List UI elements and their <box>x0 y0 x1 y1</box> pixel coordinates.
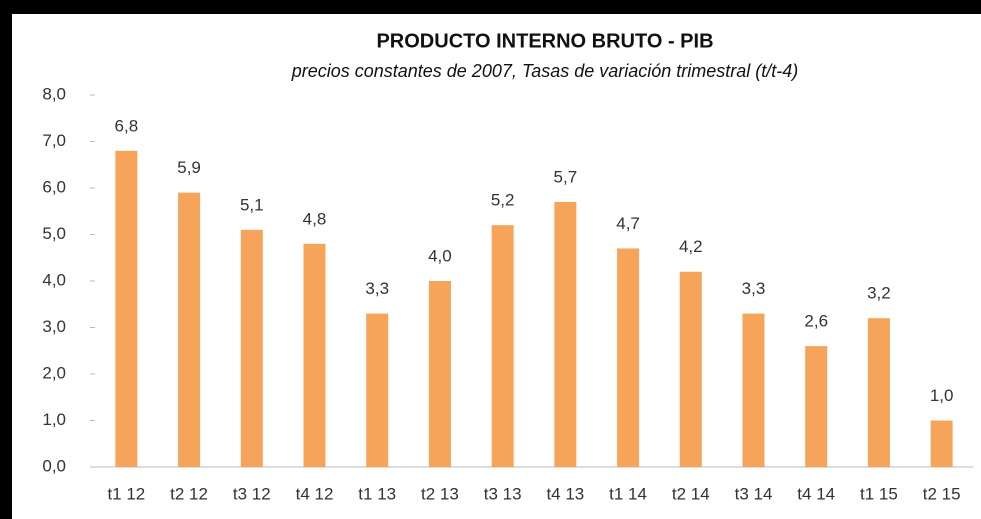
bar <box>930 420 953 467</box>
bar <box>742 313 765 467</box>
x-tick-label: t1 13 <box>358 484 396 503</box>
data-label: 6,8 <box>115 116 139 135</box>
y-tick-label: 8,0 <box>42 84 66 103</box>
y-tick-label: 2,0 <box>42 363 66 382</box>
x-tick-label: t3 12 <box>233 484 271 503</box>
bar <box>428 281 451 467</box>
y-tick-label: 0,0 <box>42 456 66 475</box>
bar <box>303 243 326 467</box>
x-tick-label: t2 13 <box>421 484 459 503</box>
x-tick-label: t4 13 <box>546 484 584 503</box>
data-label: 3,3 <box>742 279 766 298</box>
x-tick-label: t1 14 <box>609 484 647 503</box>
bar <box>867 318 890 467</box>
chart-subtitle: precios constantes de 2007, Tasas de var… <box>291 61 799 81</box>
chart-title: PRODUCTO INTERNO BRUTO - PIB <box>376 30 713 52</box>
x-tick-label: t3 13 <box>484 484 522 503</box>
data-label: 3,3 <box>365 279 389 298</box>
data-label: 1,0 <box>930 386 954 405</box>
bar <box>240 229 263 467</box>
data-label: 5,1 <box>240 195 264 214</box>
y-tick-label: 6,0 <box>42 177 66 196</box>
data-label: 4,0 <box>428 246 452 265</box>
data-label: 5,9 <box>177 158 201 177</box>
data-label: 4,2 <box>679 237 703 256</box>
x-tick-label: t2 12 <box>170 484 208 503</box>
bar <box>554 201 577 467</box>
data-label: 3,2 <box>867 284 891 303</box>
x-tick-label: t3 14 <box>735 484 773 503</box>
bar <box>366 313 389 467</box>
data-label: 5,2 <box>491 191 515 210</box>
y-tick-label: 5,0 <box>42 224 66 243</box>
x-tick-label: t2 14 <box>672 484 710 503</box>
x-tick-label: t4 14 <box>797 484 835 503</box>
x-tick-label: t2 15 <box>923 484 961 503</box>
x-tick-label: t1 15 <box>860 484 898 503</box>
data-label: 2,6 <box>804 312 828 331</box>
bar <box>617 248 640 467</box>
y-tick-label: 3,0 <box>42 317 66 336</box>
y-tick-label: 1,0 <box>42 410 66 429</box>
y-tick-label: 7,0 <box>42 131 66 150</box>
data-label: 4,8 <box>303 209 327 228</box>
x-tick-label: t4 12 <box>296 484 334 503</box>
data-label: 5,7 <box>554 167 578 186</box>
bar <box>805 346 828 467</box>
bar <box>491 225 514 467</box>
bar <box>178 192 201 467</box>
bar <box>679 271 702 467</box>
y-tick-label: 4,0 <box>42 270 66 289</box>
x-tick-label: t1 12 <box>107 484 145 503</box>
data-label: 4,7 <box>616 214 640 233</box>
bar <box>115 150 138 468</box>
